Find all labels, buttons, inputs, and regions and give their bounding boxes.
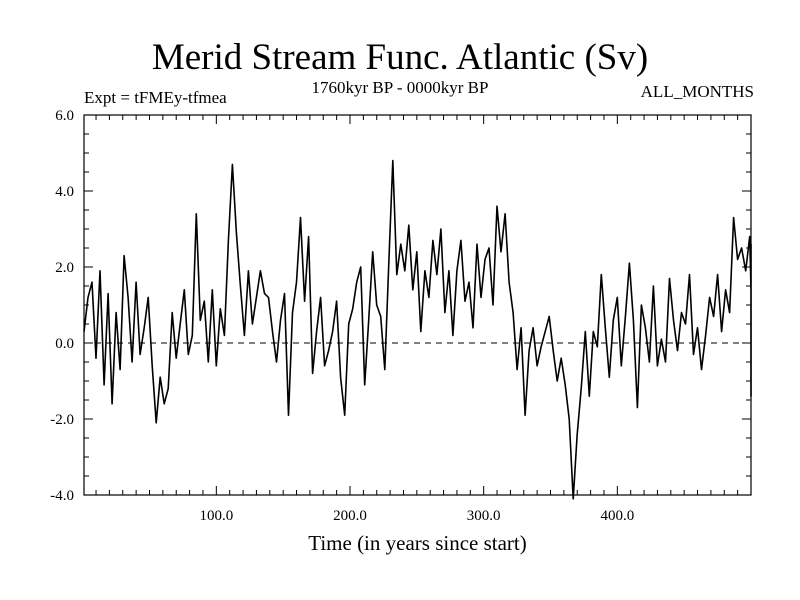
x-tick-label: 300.0 <box>467 508 501 524</box>
chart-months-label: ALL_MONTHS <box>640 82 754 101</box>
chart-period-label: 1760kyr BP - 0000kyr BP <box>311 78 489 97</box>
series-line-0 <box>83 159 752 500</box>
plot-frame <box>83 114 752 496</box>
y-tick-label: 6.0 <box>55 108 74 124</box>
x-tick-label: 400.0 <box>600 508 634 524</box>
x-tick-label: 100.0 <box>199 508 233 524</box>
y-tick-label: 4.0 <box>55 184 74 200</box>
chart-title: Merid Stream Func. Atlantic (Sv) <box>151 37 649 78</box>
x-tick-label: 200.0 <box>333 508 367 524</box>
x-axis-title: Time (in years since start) <box>308 531 527 555</box>
y-tick-label: 2.0 <box>55 260 74 276</box>
y-tick-label: 0.0 <box>55 336 74 352</box>
y-tick-label: -4.0 <box>50 488 74 504</box>
y-tick-label: -2.0 <box>50 412 74 428</box>
chart-experiment-label: Expt = tFMEy-tfmea <box>84 88 227 107</box>
